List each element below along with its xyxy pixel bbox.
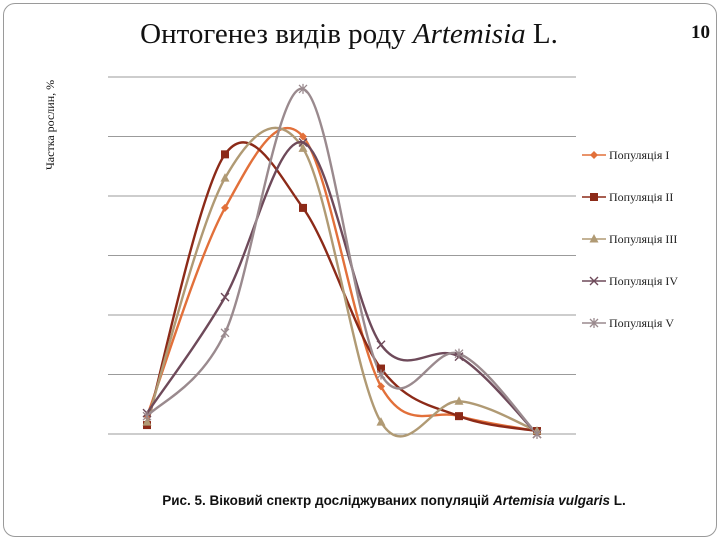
title-suffix: L.	[525, 18, 558, 50]
legend-marker	[589, 234, 599, 243]
legend-marker	[590, 151, 598, 159]
data-point	[221, 150, 229, 159]
figure-caption: Рис. 5. Віковий спектр досліджуваних поп…	[104, 493, 684, 508]
gridlines	[108, 76, 576, 435]
caption-suffix: L.	[610, 493, 626, 508]
slide: Онтогенез видів роду Artemisia L. 10 Час…	[3, 3, 717, 537]
data-point	[142, 411, 152, 422]
data-point	[454, 348, 464, 359]
data-point	[377, 382, 385, 391]
legend-item-5: Популяція V	[582, 316, 674, 330]
data-point	[220, 173, 230, 182]
title-main: Онтогенез видів роду	[140, 18, 413, 50]
legend-label: Популяція V	[609, 316, 674, 330]
legend-label: Популяція IV	[609, 274, 678, 288]
legend-marker	[589, 276, 599, 286]
page-number: 10	[691, 22, 710, 43]
data-point	[221, 203, 229, 212]
caption-species: Artemisia vulgaris	[492, 493, 611, 508]
slide-title: Онтогенез видів роду Artemisia L.	[64, 18, 634, 51]
data-point	[454, 396, 464, 405]
legend-label: Популяція ІІ	[609, 190, 673, 204]
series-lines	[145, 87, 538, 438]
series-line-5	[146, 87, 538, 435]
caption-main: Рис. 5. Віковий спектр досліджуваних поп…	[162, 493, 493, 508]
data-point	[298, 83, 308, 94]
legend-item-4: Популяція IV	[582, 274, 678, 288]
series-line-3	[145, 126, 538, 438]
data-point	[142, 417, 152, 426]
title-genus: Artemisia	[412, 18, 526, 50]
legend-item-2: Популяція ІІ	[582, 190, 673, 204]
data-point	[376, 340, 386, 350]
data-point	[298, 137, 308, 147]
data-point	[220, 327, 230, 338]
legend: Популяція І Популяція ІІ Популяція ІІІ Попу…	[582, 148, 678, 330]
legend-marker	[590, 193, 598, 201]
data-point	[455, 412, 463, 421]
data-point	[532, 429, 542, 439]
data-point	[376, 369, 386, 380]
data-point	[376, 417, 386, 426]
data-point	[220, 292, 230, 302]
legend-marker	[589, 318, 599, 328]
data-point	[299, 203, 307, 212]
series-markers	[142, 83, 542, 439]
legend-item-1: Популяція І	[582, 148, 669, 162]
data-point	[377, 364, 385, 373]
data-point	[299, 132, 307, 141]
legend-item-3: Популяція ІІІ	[582, 232, 677, 246]
data-point	[298, 143, 308, 152]
legend-label: Популяція І	[609, 148, 669, 162]
legend-label: Популяція ІІІ	[609, 232, 677, 246]
